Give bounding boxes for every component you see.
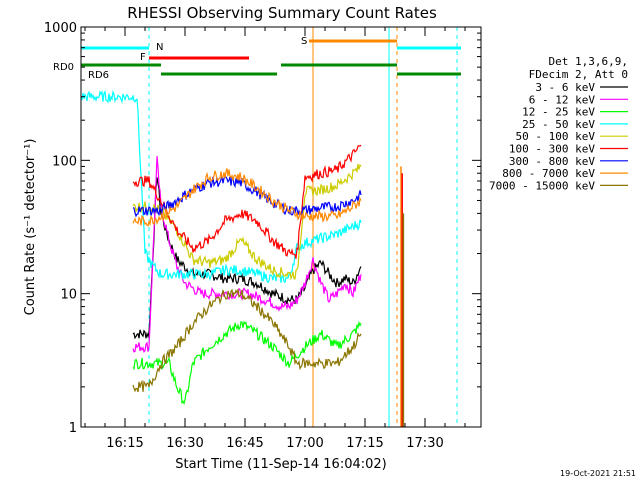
series-7 — [132, 168, 362, 227]
series-line — [132, 288, 362, 393]
legend-label: 800 - 7000 keV — [502, 167, 595, 180]
series-2 — [132, 320, 362, 406]
legend-label: 25 - 50 keV — [522, 118, 595, 131]
y-tick-label: 100 — [52, 154, 77, 169]
legend-label: 12 - 25 keV — [522, 106, 595, 119]
plot-frame — [80, 26, 482, 428]
legend-label: 100 - 300 keV — [509, 143, 595, 156]
series-line — [80, 89, 362, 284]
x-tick-label: 17:15 — [346, 436, 383, 451]
annotation-f: F — [140, 52, 146, 63]
x-tick-label: 17:30 — [406, 436, 443, 451]
y-tick-label: 1 — [69, 421, 77, 436]
annotation-s: S — [301, 36, 307, 47]
legend-label: 6 - 12 keV — [529, 93, 596, 106]
y-tick-label: 1000 — [44, 21, 77, 36]
legend-header-line-2: FDecim 2, Att 0 — [529, 68, 628, 81]
x-tick-label: 17:00 — [286, 436, 323, 451]
series-line — [132, 144, 362, 259]
series-6 — [132, 176, 362, 218]
x-tick-label: 16:30 — [166, 436, 203, 451]
annotation-n: N — [156, 42, 163, 53]
chart-title: RHESSI Observing Summary Count Rates — [127, 4, 437, 22]
series-3 — [80, 89, 362, 284]
series-4 — [132, 163, 362, 281]
legend: Det 1,3,6,9, FDecim 2, Att 0 3 - 6 keV6 … — [489, 55, 628, 192]
series-8 — [132, 288, 362, 393]
series-line — [132, 156, 362, 353]
series-line — [132, 320, 362, 406]
series-1 — [132, 156, 362, 353]
legend-label: 3 - 6 keV — [535, 81, 595, 94]
annotation-rd0: RD0 — [53, 62, 74, 73]
x-axis: 16:15 16:30 16:45 17:00 17:15 17:30 — [84, 27, 466, 451]
series-5 — [132, 144, 362, 259]
x-tick-label: 16:15 — [106, 436, 143, 451]
legend-label: 7000 - 15000 keV — [489, 179, 595, 192]
footer-timestamp: 19-Oct-2021 21:51 — [560, 469, 636, 478]
y-axis-label: Count Rate (s⁻¹ detector⁻¹) — [23, 139, 38, 316]
legend-header-line-1: Det 1,3,6,9, — [549, 55, 628, 68]
legend-label: 300 - 800 keV — [509, 155, 595, 168]
annotation-rd6: RD6 — [88, 70, 109, 81]
x-axis-label: Start Time (11-Sep-14 16:04:02) — [175, 457, 386, 472]
y-tick-label: 10 — [60, 288, 77, 303]
series-line — [132, 176, 362, 218]
series-line — [132, 168, 362, 227]
legend-label: 50 - 100 keV — [516, 130, 596, 143]
y-axis: 1 10 100 1000 — [44, 21, 481, 436]
series-line — [132, 163, 362, 281]
x-tick-label: 16:45 — [226, 436, 263, 451]
plot-area: NF S RD0 RD6 — [53, 27, 461, 427]
